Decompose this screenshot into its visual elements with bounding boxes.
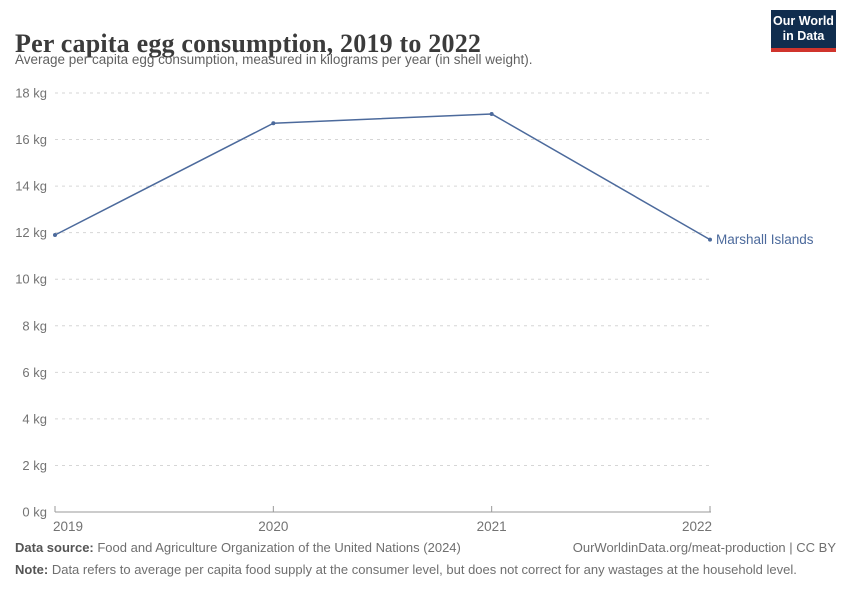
note-label: Note:	[15, 562, 49, 577]
owid-logo-line2: in Data	[782, 29, 825, 43]
chart-footer: Data source: Food and Agriculture Organi…	[15, 540, 836, 577]
chart-subtitle: Average per capita egg consumption, meas…	[15, 52, 533, 67]
y-axis-tick-label: 2 kg	[22, 458, 47, 473]
y-axis-tick-label: 16 kg	[15, 132, 47, 147]
data-point[interactable]	[53, 232, 57, 237]
x-axis-tick-label: 2022	[682, 519, 712, 534]
x-axis-tick-label: 2019	[53, 519, 83, 534]
owid-url-link[interactable]: OurWorldinData.org/meat-production | CC …	[572, 540, 836, 555]
y-axis-tick-label: 8 kg	[22, 318, 47, 333]
data-source-label: Data source:	[15, 540, 94, 555]
y-axis-tick-label: 10 kg	[15, 272, 47, 287]
y-axis-tick-label: 12 kg	[15, 225, 47, 240]
x-axis-tick-label: 2021	[477, 519, 507, 534]
y-axis-tick-label: 0 kg	[22, 505, 47, 520]
y-axis-tick-label: 18 kg	[15, 86, 47, 101]
note-text: Note: Data refers to average per capita …	[15, 562, 797, 577]
data-point[interactable]	[489, 111, 494, 116]
y-axis-tick-label: 4 kg	[22, 411, 47, 426]
line-chart: 0 kg 2 kg 4 kg 6 kg 8 kg 10 kg 12 kg 14 kg 16 kg…	[15, 86, 814, 535]
y-axis-tick-label: 14 kg	[15, 179, 47, 194]
data-source-text: Data source: Food and Agriculture Organi…	[15, 540, 461, 555]
data-line-marshall-islands[interactable]	[54, 113, 711, 241]
y-axis-tick-label: 6 kg	[22, 365, 47, 380]
data-point[interactable]	[271, 121, 276, 126]
page-title: Per capita egg consumption, 2019 to 2022	[15, 29, 482, 59]
owid-logo[interactable]: Our World in Data	[771, 10, 836, 52]
x-axis-tick-label: 2020	[258, 519, 288, 534]
data-point[interactable]	[708, 237, 712, 242]
owid-logo-line1: Our World	[773, 14, 834, 28]
series-label[interactable]: Marshall Islands	[716, 232, 814, 247]
